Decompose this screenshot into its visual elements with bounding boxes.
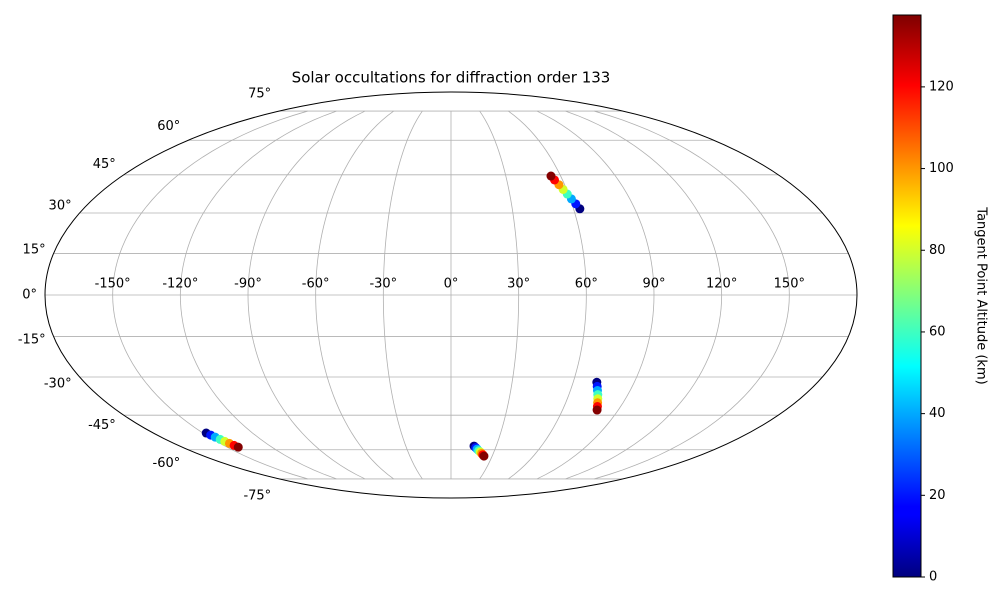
colorbar-tick-label: 40	[929, 406, 946, 421]
x-tick-label: -120°	[162, 277, 198, 292]
colorbar-tick-label: 0	[929, 570, 937, 585]
map-boundary	[44, 91, 858, 499]
x-tick-label: -90°	[234, 277, 262, 292]
colorbar-axis: 0 20 40 60 80 100 120	[921, 79, 954, 585]
colorbar-tick-label: 120	[929, 79, 954, 94]
x-tick-label: 120°	[706, 277, 737, 292]
y-tick-label: -15°	[18, 333, 46, 348]
y-tick-label: 75°	[248, 86, 271, 101]
y-tick-label: -45°	[88, 418, 116, 433]
colorbar-tick-label: 20	[929, 488, 946, 503]
colorbar-tick-label: 60	[929, 324, 946, 339]
points	[201, 171, 603, 461]
y-tick-label: -30°	[44, 376, 72, 391]
x-tick-label: 90°	[642, 277, 665, 292]
y-tick-label: 0°	[22, 288, 37, 303]
labels: -150° -120° -90° -60° -30° 0° 30° 60° 90° 120° 150…	[18, 86, 805, 503]
point	[233, 442, 243, 452]
point	[546, 171, 556, 181]
y-tick-label: 30°	[49, 199, 72, 214]
point	[479, 451, 489, 461]
colorbar-tick-label: 80	[929, 243, 946, 258]
x-tick-label: 150°	[774, 277, 805, 292]
x-tick-label: 60°	[575, 277, 598, 292]
grid	[45, 110, 857, 480]
point	[592, 405, 602, 415]
y-tick-label: -60°	[153, 456, 181, 471]
x-tick-label: -60°	[302, 277, 330, 292]
colorbar-tick-label: 100	[929, 161, 954, 176]
x-tick-label: -150°	[95, 277, 131, 292]
x-tick-label: -30°	[369, 277, 397, 292]
y-tick-label: 60°	[157, 119, 180, 134]
y-tick-label: 45°	[93, 157, 116, 172]
chart-title: Solar occultations for diffraction order…	[292, 69, 611, 87]
x-tick-label: 30°	[507, 277, 530, 292]
y-tick-label: -75°	[243, 489, 271, 504]
colorbar	[892, 14, 922, 578]
colorbar-label: Tangent Point Altitude (km)	[974, 206, 989, 384]
x-tick-label: 0°	[444, 277, 459, 292]
y-tick-label: 15°	[23, 242, 46, 257]
